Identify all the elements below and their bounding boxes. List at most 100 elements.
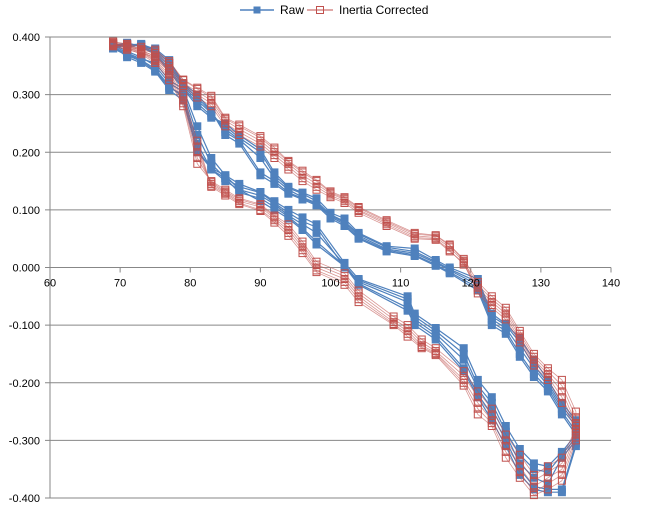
inertia-point <box>501 315 510 324</box>
inertia-point <box>193 136 202 145</box>
inertia-point <box>221 122 230 131</box>
series-inertia-corrected <box>109 37 580 500</box>
raw-point <box>207 154 216 162</box>
inertia-point <box>137 45 146 54</box>
inertia-point <box>459 381 468 390</box>
y-tick-label: 0.100 <box>12 205 40 217</box>
raw-point <box>256 154 265 162</box>
inertia-cycle-line <box>113 41 577 493</box>
raw-point <box>193 131 202 139</box>
raw-point <box>165 83 174 92</box>
y-tick-label: -0.200 <box>9 378 40 390</box>
inertia-point <box>445 247 454 256</box>
y-tick-label: -0.300 <box>9 435 40 447</box>
raw-point <box>326 214 335 223</box>
inertia-point <box>221 113 230 122</box>
inertia-point <box>235 200 244 209</box>
raw-point <box>501 329 510 338</box>
inertia-point <box>557 398 566 407</box>
legend-raw-label: Raw <box>280 3 304 17</box>
legend-inertia-label: Inertia Corrected <box>339 3 428 17</box>
y-tick-label: 0.000 <box>12 263 40 275</box>
raw-point <box>515 465 524 474</box>
inertia-point <box>193 93 202 102</box>
raw-point <box>165 56 174 65</box>
raw-point <box>221 131 230 139</box>
inertia-point <box>382 222 391 230</box>
inertia-point <box>515 473 524 482</box>
y-axis-tick-labels: 0.400 0.300 0.200 0.100 0.000 -0.100 -0.200 -0.… <box>9 32 40 505</box>
raw-point <box>557 410 566 419</box>
inertia-point <box>235 120 244 129</box>
inertia-point <box>312 268 321 277</box>
inertia-point <box>515 450 524 459</box>
inertia-point <box>501 442 510 451</box>
inertia-point <box>270 218 279 227</box>
inertia-point <box>473 289 482 298</box>
inertia-point <box>123 39 132 48</box>
inertia-point <box>256 142 265 151</box>
y-tick-label: 0.300 <box>12 90 40 102</box>
inertia-point <box>543 375 552 384</box>
inertia-point <box>151 53 160 62</box>
inertia-point <box>515 456 524 465</box>
inertia-point <box>543 462 552 471</box>
inertia-point <box>284 156 293 165</box>
inertia-point <box>298 249 307 258</box>
inertia-point <box>207 182 216 191</box>
inertia-point <box>473 410 482 419</box>
y-tick-label: 0.200 <box>12 147 40 159</box>
raw-point <box>529 465 538 474</box>
raw-point <box>501 422 510 430</box>
inertia-point <box>529 470 538 479</box>
x-tick-label: 60 <box>44 278 56 290</box>
inertia-point <box>382 216 391 225</box>
raw-point <box>403 306 412 315</box>
y-tick-label: -0.100 <box>9 320 40 332</box>
inertia-point <box>473 404 482 413</box>
inertia-point <box>221 191 230 200</box>
inertia-point <box>312 185 321 194</box>
raw-point <box>529 364 538 373</box>
inertia-point <box>354 208 363 217</box>
x-tick-label: 110 <box>392 278 410 290</box>
raw-point <box>151 66 160 75</box>
inertia-point <box>354 203 363 211</box>
inertia-point <box>515 468 524 477</box>
raw-point <box>473 384 482 393</box>
inertia-cycle-line <box>112 42 577 476</box>
x-tick-label: 90 <box>254 278 266 290</box>
raw-point <box>515 352 524 361</box>
inertia-point <box>571 436 580 445</box>
raw-cycle-line <box>112 43 577 473</box>
raw-point <box>543 387 552 396</box>
inertia-point <box>473 398 482 407</box>
raw-point <box>340 222 349 230</box>
raw-point <box>445 269 454 278</box>
axes <box>45 36 612 499</box>
inertia-point <box>515 338 524 347</box>
y-tick-label: -0.400 <box>9 493 40 505</box>
raw-point <box>529 459 538 468</box>
raw-point <box>193 145 202 154</box>
x-tick-label: 100 <box>321 278 339 290</box>
inertia-point <box>193 148 202 157</box>
inertia-point <box>487 422 496 430</box>
inertia-point <box>543 468 552 477</box>
raw-point <box>557 488 566 497</box>
raw-point <box>431 335 440 344</box>
inertia-point <box>326 193 335 202</box>
inertia-point <box>179 82 188 90</box>
raw-point <box>137 54 146 63</box>
inertia-point <box>557 470 566 479</box>
raw-point <box>529 473 538 482</box>
inertia-point <box>571 413 580 422</box>
inertia-point <box>354 298 363 307</box>
inertia-point <box>235 131 244 139</box>
inertia-point <box>473 387 482 396</box>
inertia-point <box>284 231 293 240</box>
inertia-point <box>557 381 566 390</box>
inertia-point <box>256 207 265 215</box>
inertia-cycle-line <box>113 43 577 482</box>
inertia-point <box>529 491 538 500</box>
